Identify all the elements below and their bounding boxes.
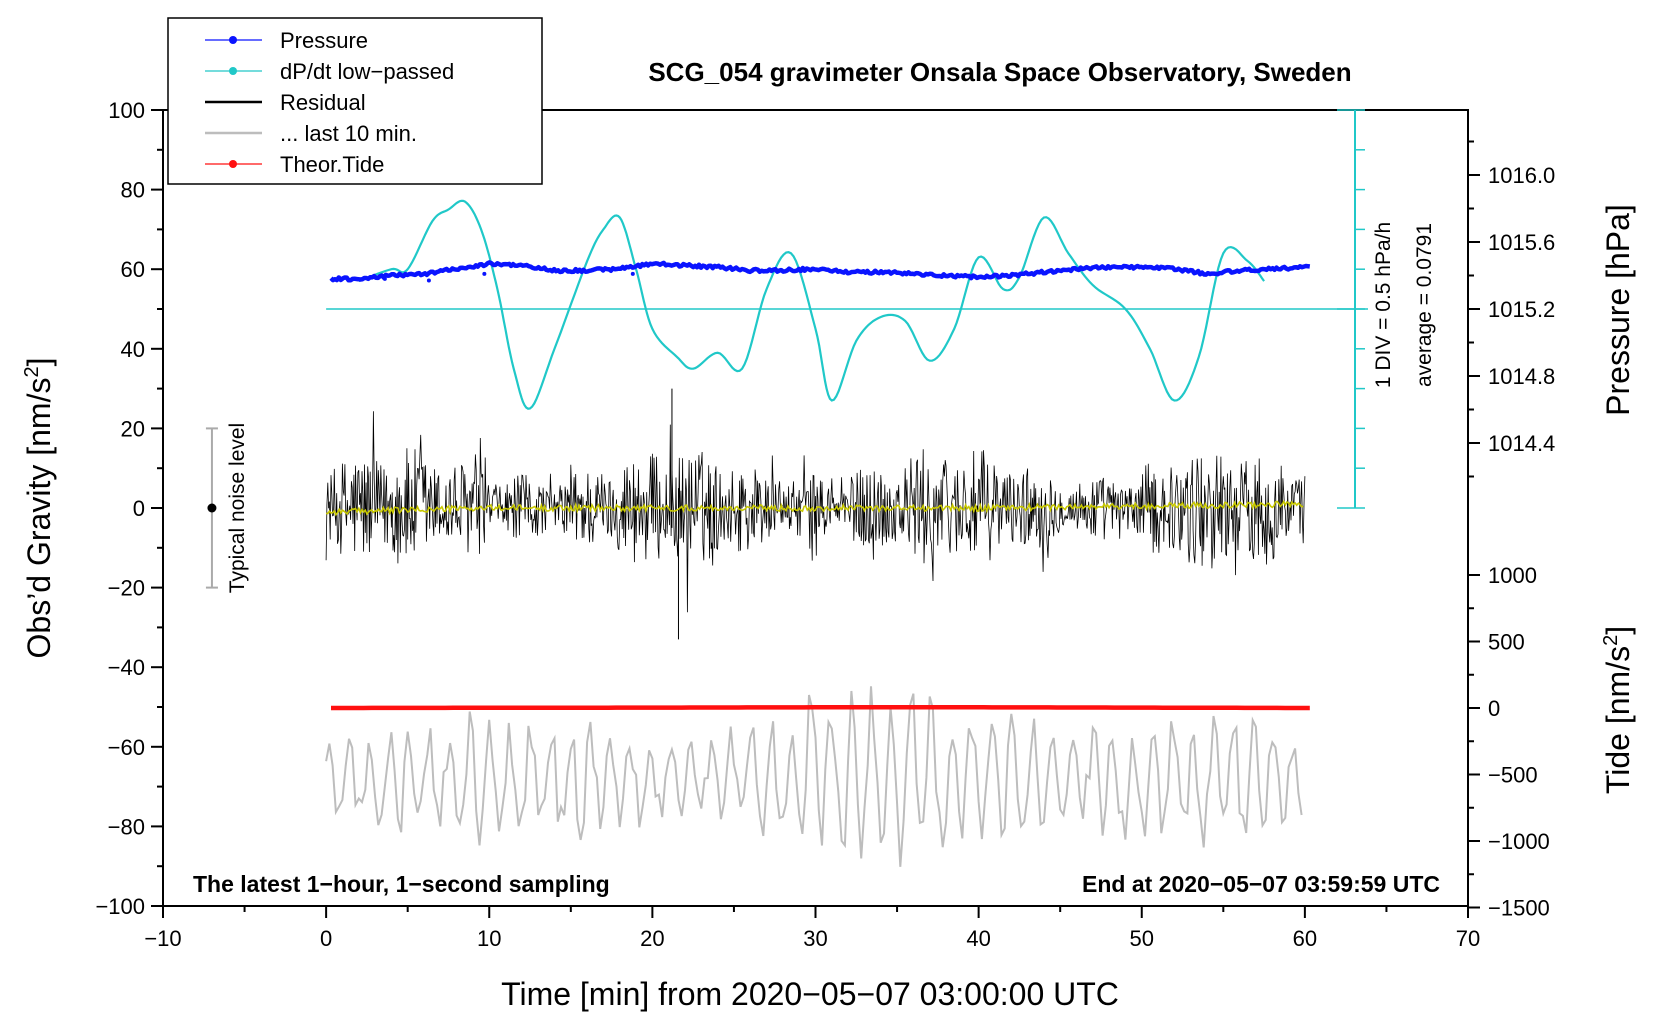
y-axis-left: −100 −80 −60 −40 −20 0 20 40 60 80 100 [95,98,163,919]
y-tide-tick-label: 0 [1488,696,1500,721]
y-tide-tick-label: −1000 [1488,829,1550,854]
legend-marker [229,160,237,168]
residual-line [325,411,1306,613]
residual-smoothed-line [326,499,1304,517]
dpdt-series [358,199,1265,410]
y-axis-pressure-label: Pressure [hPa] [1600,204,1636,416]
y-left-tick-label: 20 [121,416,145,441]
y-left-tick-label: 60 [121,257,145,282]
chart-title: SCG_054 gravimeter Onsala Space Observat… [648,57,1351,87]
y-left-tick-label: −80 [108,814,145,839]
noise-level-bar [205,427,218,589]
y-axis-left-label: Obs’d Gravity [nm/s2] [21,358,57,659]
x-tick-label: 0 [320,926,332,951]
dpdt-div-label: 1 DIV = 0.5 hPa/h [1372,222,1395,388]
x-tick-label: 20 [640,926,664,951]
dpdt-average-label: average = 0.0791 [1413,223,1436,387]
residual-smoothed-series [326,499,1304,517]
y-axis-tide: 1000 500 0 −500 −1000 −1500 [1468,563,1550,921]
y-tide-tick-label: −500 [1488,763,1538,788]
y-left-tick-label: −40 [108,655,145,680]
theor-tide-series [331,705,1310,711]
x-tick-label: 40 [966,926,990,951]
residual-series [325,388,1306,640]
y-pressure-tick-label: 1015.2 [1488,297,1555,322]
x-axis: −10 0 10 20 30 40 50 60 70 [144,906,1480,951]
legend-item: Pressure [205,28,368,53]
legend-label: dP/dt low−passed [280,59,454,84]
pressure-series [329,260,1311,283]
y-left-tick-label: 80 [121,178,145,203]
theor-tide-line [331,705,1310,711]
x-tick-label: 10 [477,926,501,951]
noise-bar-dot [207,503,217,513]
dpdt-line [358,199,1265,410]
y-tide-tick-label: 500 [1488,630,1525,655]
x-tick-label: 50 [1130,926,1154,951]
legend-label: ... last 10 min. [280,121,417,146]
y-tide-tick-label: −1500 [1488,896,1550,921]
legend-marker [229,67,237,75]
noise-level-label: Typical noise level [226,423,249,593]
y-tide-tick-label: 1000 [1488,563,1537,588]
legend-item: dP/dt low−passed [205,59,454,84]
y-axis-tide-label: Tide [nm/s2] [1600,626,1636,794]
y-left-tick-label: −100 [95,894,145,919]
pressure-line [329,260,1311,283]
x-tick-label: 70 [1456,926,1480,951]
legend-label: Pressure [280,28,368,53]
y-left-tick-label: 100 [108,98,145,123]
annotation-end-time: End at 2020−05−07 03:59:59 UTC [1082,871,1440,897]
y-pressure-tick-label: 1015.6 [1488,230,1555,255]
y-left-tick-label: 0 [133,496,145,521]
legend-item: ... last 10 min. [205,121,417,146]
y-pressure-tick-label: 1016.0 [1488,163,1555,188]
pressure-outlier [426,278,431,283]
pressure-outlier [482,271,487,276]
y-left-tick-label: −60 [108,735,145,760]
legend: Pressure dP/dt low−passed Residual ... last… [167,17,543,185]
pressure-outlier [382,276,387,281]
x-tick-label: −10 [144,926,181,951]
y-pressure-tick-label: 1014.8 [1488,364,1555,389]
x-tick-label: 30 [803,926,827,951]
y-axis-pressure: 1016.0 1015.6 1015.2 1014.8 1014.4 [1468,140,1555,478]
y-pressure-tick-label: 1014.4 [1488,431,1555,456]
legend-item: Residual [205,90,366,115]
legend-label: Theor.Tide [280,152,384,177]
legend-item: Theor.Tide [205,152,384,177]
dpdt-scale-axis [326,109,1368,509]
x-axis-label: Time [min] from 2020−05−07 03:00:00 UTC [501,976,1119,1012]
last-10-min-line [325,686,1303,867]
legend-marker [229,36,237,44]
annotation-sampling: The latest 1−hour, 1−second sampling [193,871,610,897]
y-left-tick-label: 40 [121,337,145,362]
legend-label: Residual [280,90,366,115]
last-10-min-series [325,686,1303,867]
x-tick-label: 60 [1293,926,1317,951]
pressure-outlier [630,271,635,276]
y-left-tick-label: −20 [108,576,145,601]
